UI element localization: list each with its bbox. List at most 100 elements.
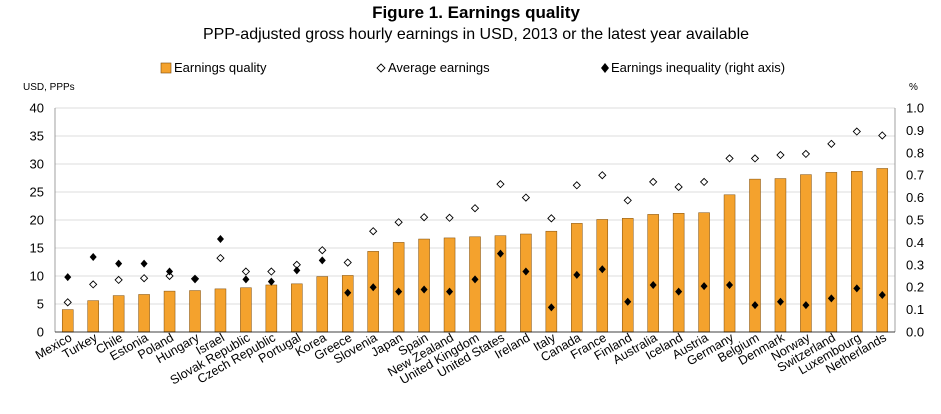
bar-slovenia: [367, 251, 379, 333]
left-axis-unit: USD, PPPs: [23, 82, 75, 93]
average-earnings-point: [878, 131, 887, 140]
bar-united-kingdom: [469, 236, 481, 333]
earnings-inequality-point: [369, 283, 377, 292]
left-tick-label: 0: [37, 325, 44, 340]
earnings-inequality-point: [776, 297, 784, 306]
bar-germany: [723, 194, 736, 333]
earnings-inequality-point: [522, 267, 530, 276]
earnings-inequality-point: [140, 259, 148, 268]
legend-earnings-inequality: Earnings inequality (right axis): [611, 60, 785, 75]
earnings-inequality-point: [827, 294, 835, 303]
category-axis: MexicoTurkeyChileEstoniaPolandHungaryIsr…: [33, 330, 889, 387]
right-tick-label: 0.6: [906, 190, 924, 205]
earnings-inequality-point: [471, 275, 479, 284]
average-earnings-point: [598, 171, 607, 180]
earnings-inequality-point: [166, 267, 174, 276]
average-earnings-point: [241, 267, 251, 276]
average-earnings-point: [725, 154, 734, 163]
earnings-inequality-point: [64, 273, 72, 282]
average-earnings-point: [419, 213, 429, 222]
legend-filled-diamond-icon: [601, 63, 609, 73]
earnings-quality-bars: [61, 168, 889, 333]
earnings-inequality-point: [344, 288, 352, 297]
earnings-inequality-point: [624, 297, 632, 306]
average-earnings-point: [139, 274, 149, 283]
earnings-inequality-point: [216, 235, 224, 244]
left-tick-label: 30: [30, 157, 44, 172]
left-tick-label: 35: [30, 129, 44, 144]
average-earnings-point: [547, 214, 556, 223]
average-earnings-point: [674, 182, 683, 192]
right-tick-label: 0.2: [906, 280, 924, 295]
right-tick-label: 0.9: [906, 123, 924, 138]
average-earnings-markers: [63, 127, 887, 307]
chart-title: Figure 1. Earnings quality: [372, 3, 580, 22]
average-earnings-point: [521, 193, 531, 202]
earnings-inequality-point: [598, 265, 606, 274]
left-tick-label: 25: [30, 185, 44, 200]
earnings-inequality-point: [751, 301, 759, 310]
bar-mexico: [61, 309, 74, 333]
left-axis: 0 5 10 15 20 25 30 35 40: [30, 101, 44, 340]
left-tick-label: 40: [30, 101, 44, 116]
left-tick-label: 15: [30, 241, 44, 256]
bar-ireland: [520, 233, 532, 333]
average-earnings-point: [445, 213, 454, 222]
earnings-inequality-point: [267, 277, 275, 286]
average-earnings-point: [776, 150, 785, 160]
earnings-inequality-point: [318, 256, 326, 265]
right-tick-label: 0.4: [906, 235, 924, 250]
legend: Earnings quality Average earnings Earnin…: [160, 60, 785, 75]
bar-australia: [647, 214, 659, 333]
average-earnings-point: [801, 149, 811, 159]
average-earnings-point: [216, 253, 225, 263]
average-earnings-point: [369, 227, 378, 236]
bar-new-zealand: [443, 237, 456, 333]
bar-greece: [341, 275, 354, 333]
average-earnings-point: [89, 280, 98, 289]
average-earnings-point: [572, 181, 581, 190]
bar-switzerland: [825, 172, 838, 333]
right-tick-label: 0.8: [906, 145, 924, 160]
average-earnings-point: [394, 218, 403, 227]
earnings-inequality-point: [649, 280, 657, 289]
earnings-inequality-point: [547, 303, 555, 312]
average-earnings-point: [343, 258, 352, 267]
average-earnings-point: [496, 180, 505, 189]
earnings-inequality-point: [191, 275, 199, 284]
right-tick-label: 0.7: [906, 168, 924, 183]
average-earnings-point: [699, 177, 709, 187]
right-tick-label: 0.5: [906, 213, 924, 228]
average-earnings-point: [750, 154, 760, 163]
average-earnings-point: [827, 139, 836, 148]
average-earnings-point: [267, 267, 276, 276]
earnings-inequality-point: [293, 266, 301, 275]
average-earnings-point: [852, 127, 861, 136]
bar-turkey: [87, 300, 99, 333]
earnings-inequality-point: [446, 287, 454, 296]
earnings-inequality-point: [89, 252, 97, 261]
left-tick-label: 5: [37, 297, 44, 312]
average-earnings-point: [114, 275, 123, 285]
right-axis: 0.0 0.1 0.2 0.3 0.4 0.5 0.6 0.7 0.8 0.9 1.0: [906, 101, 924, 340]
bar-netherlands: [876, 168, 889, 333]
right-tick-label: 0.0: [906, 325, 924, 340]
earnings-inequality-point: [853, 284, 861, 293]
average-earnings-point: [470, 204, 480, 213]
bar-korea: [316, 276, 329, 333]
earnings-inequality-point: [675, 287, 683, 296]
legend-open-diamond-icon: [376, 63, 386, 73]
bar-poland: [163, 290, 176, 333]
bar-czech-republic: [265, 284, 278, 333]
right-axis-unit: %: [909, 82, 918, 93]
bar-japan: [392, 242, 405, 333]
bar-luxembourg: [851, 171, 863, 333]
earnings-inequality-markers: [64, 235, 886, 312]
average-earnings-point: [165, 271, 174, 281]
average-earnings-point: [649, 177, 658, 187]
bar-hungary: [189, 290, 201, 333]
bar-denmark: [774, 178, 787, 333]
bar-israel: [214, 288, 227, 333]
earnings-inequality-point: [395, 287, 403, 296]
